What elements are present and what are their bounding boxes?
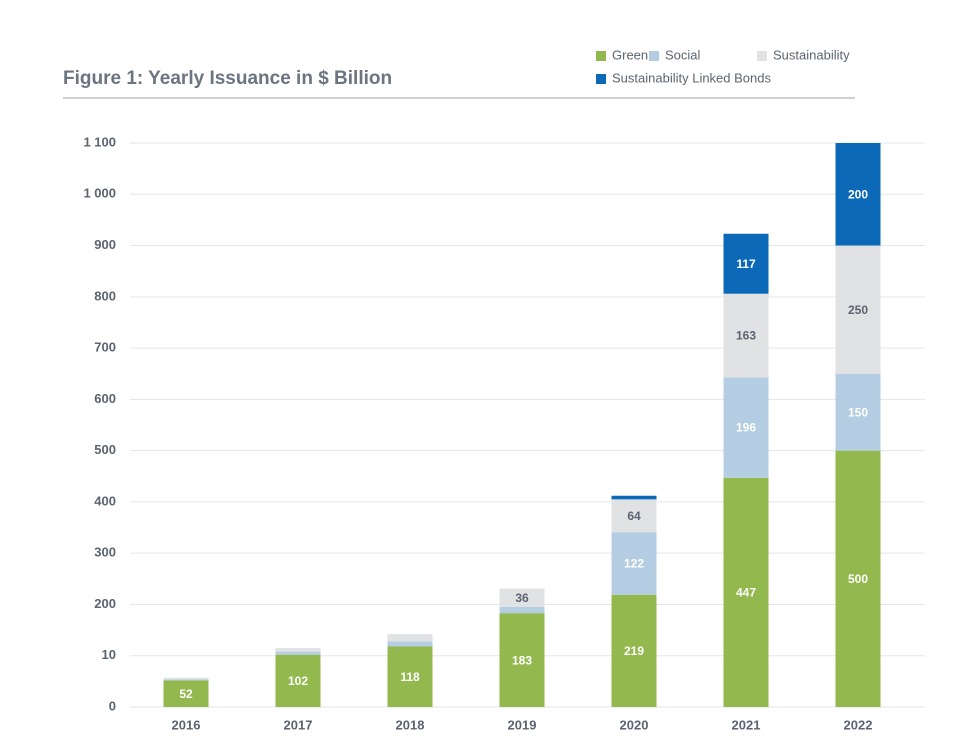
x-tick-label: 2020	[620, 717, 649, 732]
chart-title: Figure 1: Yearly Issuance in $ Billion	[63, 68, 392, 89]
legend-label: Social	[665, 47, 701, 62]
bar-segment	[275, 651, 321, 655]
data-label: 500	[848, 572, 868, 586]
data-label: 52	[179, 687, 193, 701]
bar-segment	[163, 679, 209, 681]
data-label: 447	[736, 586, 756, 600]
x-tick-label: 2019	[508, 717, 537, 732]
legend-swatch	[596, 74, 606, 84]
x-tick-label: 2016	[172, 717, 201, 732]
data-label: 200	[848, 187, 868, 201]
bar-segment	[387, 634, 433, 642]
bar-segment	[499, 588, 545, 608]
bar-segment	[611, 594, 657, 707]
legend-label: Sustainability Linked Bonds	[612, 70, 771, 85]
data-label: 196	[736, 421, 756, 435]
bar-segment	[387, 641, 433, 647]
bar-segment	[275, 654, 321, 707]
data-label: 150	[848, 405, 868, 419]
y-tick-label: 900	[94, 237, 116, 252]
data-label: 163	[736, 329, 756, 343]
y-tick-label: 300	[94, 545, 116, 560]
y-tick-label: 1 100	[83, 134, 116, 149]
y-tick-label: 200	[94, 596, 116, 611]
y-tick-label: 700	[94, 340, 116, 355]
bar-segment	[611, 532, 657, 595]
legend-swatch	[596, 51, 606, 61]
bar-segment	[499, 607, 545, 614]
bar-segment	[835, 143, 881, 246]
x-tick-label: 2022	[844, 717, 873, 732]
y-tick-label: 10	[102, 647, 116, 662]
bar-segment	[723, 233, 769, 294]
data-label: 219	[624, 644, 644, 658]
bar-segment	[835, 373, 881, 451]
bar-segment	[835, 245, 881, 374]
y-tick-label: 800	[94, 288, 116, 303]
data-label: 117	[736, 257, 756, 271]
data-label: 122	[624, 557, 644, 571]
x-tick-label: 2018	[396, 717, 425, 732]
data-label: 102	[288, 674, 308, 688]
bar-segment	[163, 677, 209, 680]
data-label: 36	[515, 591, 529, 605]
legend-label: Sustainability	[773, 47, 850, 62]
bar-segment	[723, 477, 769, 707]
legend-swatch	[757, 51, 767, 61]
legend-label: Green	[612, 47, 648, 62]
bar-segment	[611, 499, 657, 533]
y-tick-label: 600	[94, 391, 116, 406]
bar-segment	[723, 293, 769, 378]
x-tick-label: 2017	[284, 717, 313, 732]
data-label: 250	[848, 303, 868, 317]
data-label: 183	[512, 653, 532, 667]
x-tick-label: 2021	[732, 717, 761, 732]
y-tick-label: 400	[94, 493, 116, 508]
bar-segment	[275, 648, 321, 652]
bar-segment	[163, 680, 209, 707]
y-tick-label: 0	[109, 698, 116, 713]
data-label: 64	[627, 509, 641, 523]
y-tick-label: 500	[94, 442, 116, 457]
bar-segment	[499, 613, 545, 707]
bar-segment	[723, 377, 769, 478]
bar-segment	[835, 450, 881, 707]
bar-segment	[387, 646, 433, 707]
bar-segment	[611, 495, 657, 500]
y-tick-label: 1 000	[83, 186, 116, 201]
data-label: 118	[400, 670, 420, 684]
legend-swatch	[649, 51, 659, 61]
